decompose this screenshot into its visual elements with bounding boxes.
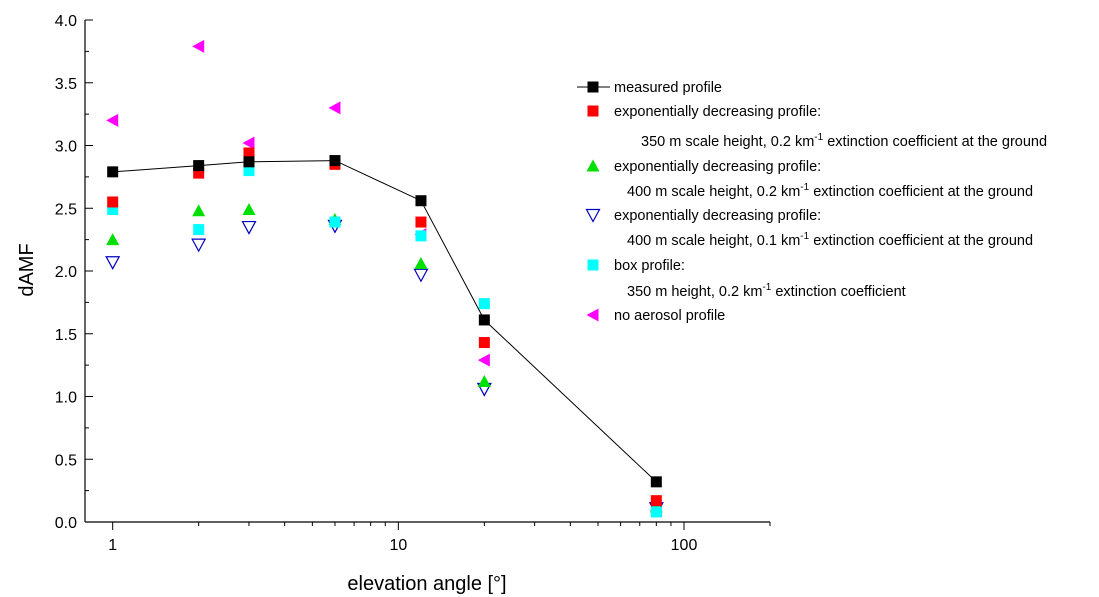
exp350-point [193,167,205,179]
exp400_01-point [241,220,257,235]
box-point [415,230,427,242]
y-tick-label: 1.5 [55,327,77,344]
legend-exp400_01-marker [585,208,601,223]
legend-exp400_02-detail: 400 m scale height, 0.2 km-1 extinction … [627,182,1033,200]
exp350-point [650,495,662,507]
exp350-point [415,216,427,228]
measured-point [650,476,662,488]
x-tick-label: 1 [108,537,117,554]
exp400_01-point [191,238,207,253]
legend-measured-label: measured profile [614,80,722,96]
noaerosol-point [106,113,119,127]
y-tick-label: 3.0 [55,139,77,156]
legend-exp400_02-marker [586,159,600,172]
legend-box-marker [587,259,599,271]
legend-noaerosol-marker [586,308,599,322]
exp400_02-point [106,233,120,246]
measured-point [193,160,205,172]
y-axis-label: dAMF [16,243,38,296]
y-tick-label: 1.0 [55,390,77,407]
exp400_02-point [414,256,428,269]
box-point [243,165,255,177]
legend-exp350-detail: 350 m scale height, 0.2 km-1 extinction … [641,132,1047,150]
measured-point [415,195,427,207]
legend-box-detail: 350 m height, 0.2 km-1 extinction coeffi… [627,282,906,300]
legend-exp400_01-detail: 400 m scale height, 0.1 km-1 extinction … [627,231,1033,249]
legend: measured profile exponentially decreasing… [577,80,1047,324]
box-point [478,298,490,310]
y-tick-label: 0.5 [55,452,77,469]
x-tick-label: 10 [389,537,407,554]
exp400_02-point [477,374,491,387]
box-point [107,204,119,216]
exp350-point [478,337,490,349]
exp350-point [243,147,255,159]
box-point [193,224,205,236]
legend-box-label: box profile: [614,258,685,274]
plot-marks [105,39,664,518]
x-tick-label: 100 [671,537,698,554]
legend-exp350-label: exponentially decreasing profile: [614,104,821,120]
legend-exp400_02-label: exponentially decreasing profile: [614,159,821,175]
exp400_01-point [413,268,429,283]
measured-point [107,166,119,178]
legend-measured-marker [587,81,599,93]
noaerosol-point [192,39,205,53]
legend-exp400_01-label: exponentially decreasing profile: [614,208,821,224]
y-tick-label: 2.0 [55,264,77,281]
y-tick-label: 2.5 [55,201,77,218]
legend-noaerosol-label: no aerosol profile [614,308,725,324]
x-axis-label: elevation angle [°] [347,573,506,595]
noaerosol-point [477,353,490,367]
measured-point [243,156,255,168]
exp400_01-point [105,256,121,270]
exp400_02-point [242,203,256,216]
measured-line [112,160,657,483]
noaerosol-point [328,101,341,115]
plot-axes: 0.0 0.5 1.0 1.5 2.0 2.5 3.0 3.5 4.0 1 10 100 [55,13,771,554]
exp350-point [107,196,119,208]
box-point [329,216,341,228]
y-tick-label: 4.0 [55,13,77,30]
box-point [650,506,662,518]
y-tick-label: 3.5 [55,76,77,93]
legend-exp350-marker [587,105,599,117]
measured-point [478,314,490,326]
measured-point [329,155,341,167]
noaerosol-point [242,136,255,150]
exp400_02-point [192,204,206,217]
y-tick-label: 0.0 [55,515,77,532]
